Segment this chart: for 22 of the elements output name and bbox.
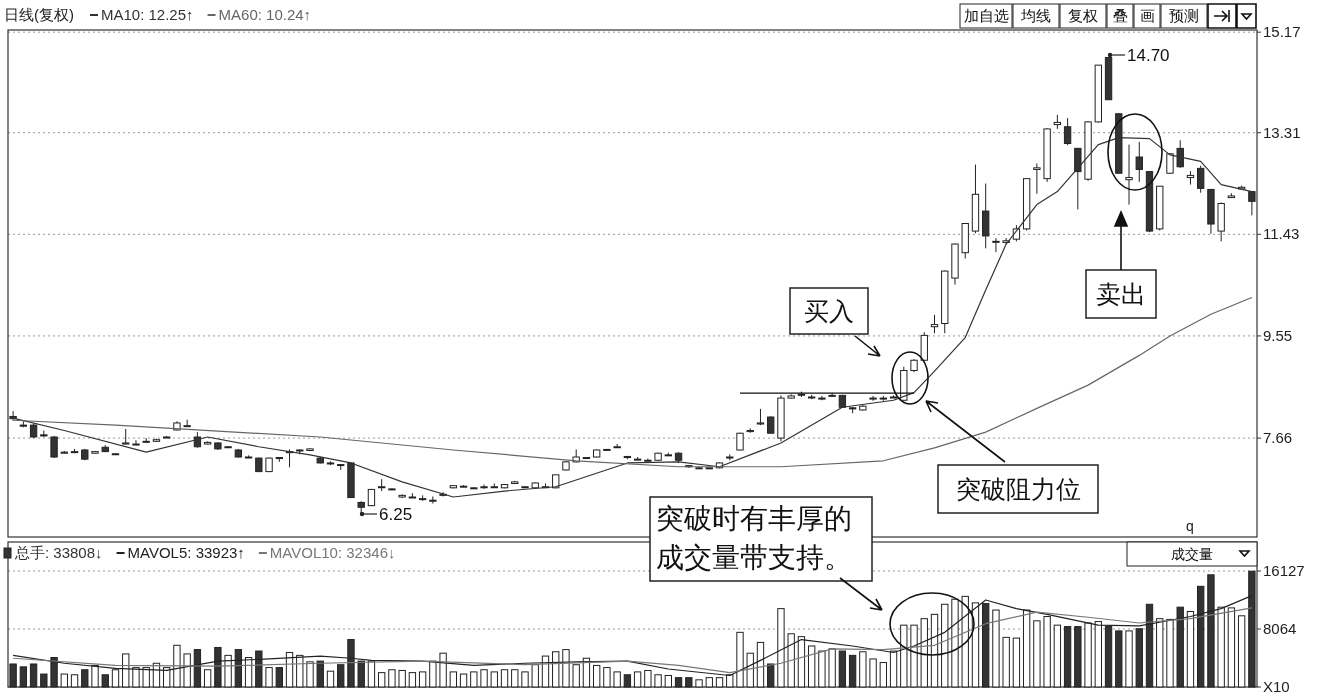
- y-tick-label: 13.31: [1263, 123, 1301, 141]
- y-tick-label: 9.55: [1263, 326, 1293, 344]
- y-tick-label: 7.66: [1263, 429, 1293, 447]
- annotation: 买入: [804, 297, 854, 325]
- chart-title: 日线(复权): [4, 6, 74, 23]
- annotation: 6.25: [379, 505, 413, 524]
- annotation: 成交量: [1171, 546, 1213, 563]
- y-tick-label: 15.17: [1263, 23, 1301, 41]
- y-tick-label: 8064: [1263, 620, 1297, 637]
- y-tick-label: 16127: [1263, 562, 1305, 580]
- legend-item: MAVOL10: 32346↓: [257, 544, 396, 561]
- legend-item: 总手: 33808↓: [3, 544, 103, 561]
- annotation: 突破阻力位: [955, 475, 1081, 503]
- annotation: q: [1186, 518, 1194, 534]
- annotation: 卖出: [1096, 280, 1146, 308]
- legend-item: MAVOL5: 33923↑: [115, 544, 245, 561]
- legend-item: MA60: 10.24↑: [206, 6, 312, 23]
- y-tick-label: 11.43: [1263, 225, 1300, 243]
- y-tick-label: X10: [1263, 678, 1290, 695]
- annotation: 突破时有丰厚的成交量带支持。: [656, 502, 853, 576]
- annotation: 14.70: [1127, 46, 1170, 65]
- legend-item: MA10: 12.25↑: [89, 6, 194, 23]
